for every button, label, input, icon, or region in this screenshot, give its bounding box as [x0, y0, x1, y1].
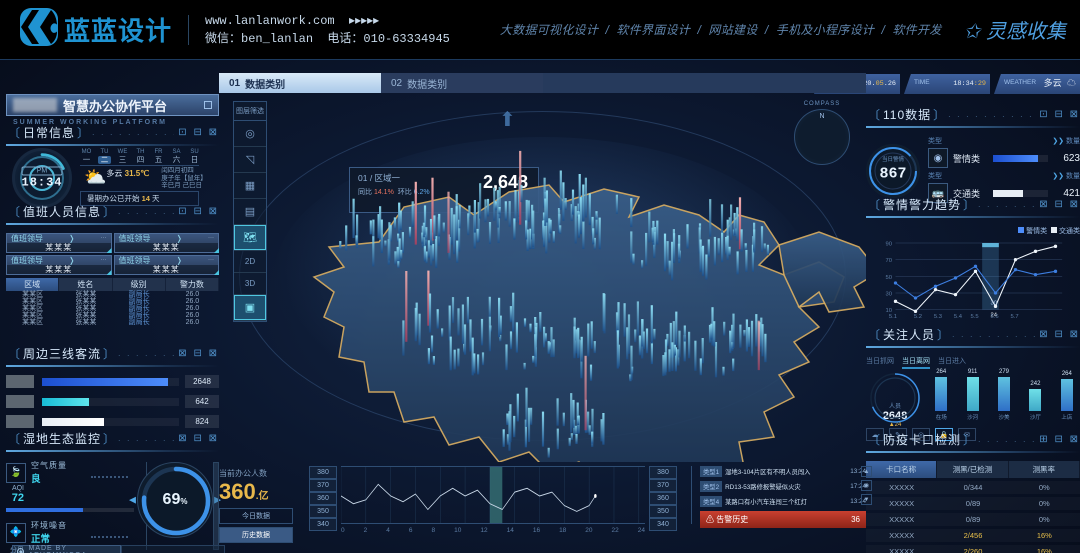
svg-text:5.6: 5.6 [991, 314, 999, 318]
svg-text:⌄: ⌄ [986, 247, 991, 253]
svg-text:5.2: 5.2 [914, 314, 922, 318]
svg-text:70: 70 [886, 258, 893, 264]
svg-text:5.7: 5.7 [1011, 314, 1019, 318]
svg-text:5.1: 5.1 [889, 314, 897, 318]
svg-text:30: 30 [886, 292, 893, 298]
svg-text:5.3: 5.3 [934, 314, 942, 318]
svg-text:50: 50 [886, 275, 893, 281]
svg-text:30: 30 [991, 301, 998, 307]
svg-text:5.5: 5.5 [971, 314, 979, 318]
svg-text:90: 90 [886, 242, 893, 248]
svg-text:5.4: 5.4 [954, 314, 963, 318]
